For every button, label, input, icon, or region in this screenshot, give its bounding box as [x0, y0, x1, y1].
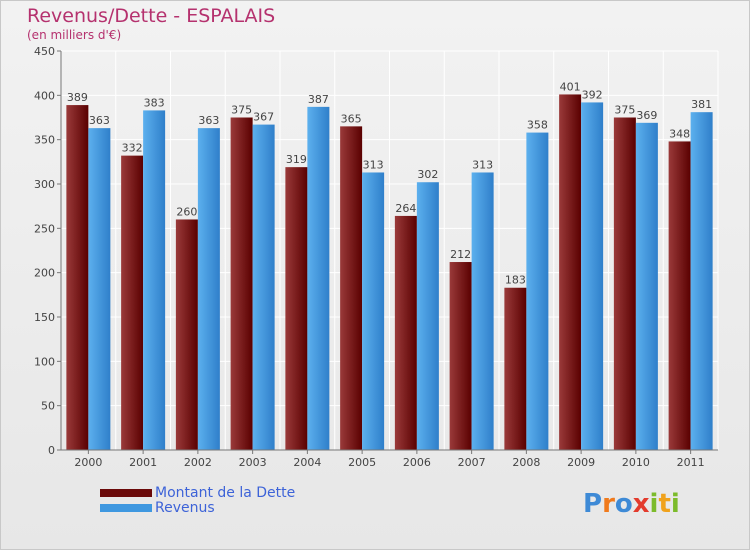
x-tick-label: 2009 [567, 456, 595, 469]
bar-revenus [307, 106, 330, 451]
x-tick-label: 2007 [458, 456, 486, 469]
data-label: 313 [472, 158, 493, 171]
data-label: 332 [122, 142, 143, 155]
bar-dette [613, 117, 636, 450]
axes: 0 50 100 150 200 250 300 350 400 450 2000 2001 2002 2… [34, 45, 718, 469]
bar-revenus [526, 132, 549, 450]
bar-revenus [252, 124, 275, 451]
chart-subtitle: (en milliers d'€) [27, 28, 122, 42]
x-tick-label: 2005 [348, 456, 376, 469]
y-tick-label: 0 [48, 444, 55, 457]
y-tick-label: 450 [34, 45, 55, 58]
logo-letter: x [632, 489, 650, 519]
y-tick-label: 200 [34, 267, 55, 280]
data-label: 383 [144, 96, 165, 109]
data-label: 319 [286, 153, 307, 166]
x-tick-label: 2002 [184, 456, 212, 469]
data-label: 381 [691, 98, 712, 111]
bar-dette [121, 155, 144, 451]
y-tick-label: 400 [34, 89, 55, 102]
bar-revenus [416, 182, 439, 450]
x-tick-label: 2000 [74, 456, 102, 469]
grid [60, 50, 719, 451]
data-label: 389 [67, 91, 88, 104]
x-tick-label: 2004 [293, 456, 321, 469]
y-tick-label: 150 [34, 311, 55, 324]
data-label: 375 [231, 104, 252, 117]
legend-swatch-revenus [100, 504, 152, 512]
bar-revenus [197, 128, 220, 450]
x-tick-label: 2006 [403, 456, 431, 469]
logo-letter: o [614, 489, 633, 519]
data-label: 358 [527, 119, 548, 132]
data-label: 363 [198, 114, 219, 127]
data-label: 183 [505, 274, 526, 287]
bar-revenus [362, 172, 385, 450]
data-label: 369 [636, 109, 657, 122]
bar-dette [394, 215, 417, 450]
y-tick-label: 300 [34, 178, 55, 191]
y-tick-label: 50 [41, 400, 55, 413]
y-tick-label: 250 [34, 222, 55, 235]
data-label: 365 [341, 112, 362, 125]
data-label: 260 [176, 205, 197, 218]
bar-dette [285, 167, 308, 451]
bar-dette [504, 287, 527, 450]
bar-dette [559, 94, 582, 451]
bars [66, 94, 713, 451]
data-label: 387 [308, 93, 329, 106]
bar-dette [340, 126, 363, 450]
logo-letter: P [583, 489, 603, 519]
bar-revenus [581, 102, 604, 450]
x-tick-label: 2008 [512, 456, 540, 469]
chart-title: Revenus/Dette - ESPALAIS [27, 5, 276, 27]
bar-revenus [690, 112, 713, 451]
data-labels: 3893633323832603633753673193873653132643… [67, 80, 712, 286]
data-label: 392 [582, 88, 603, 101]
x-tick-label: 2011 [677, 456, 705, 469]
data-label: 302 [417, 168, 438, 181]
legend-swatch-debt [100, 489, 152, 497]
proxiti-logo: Proxiti [583, 489, 680, 519]
logo-letter: i [649, 489, 659, 519]
bar-dette [668, 141, 691, 450]
logo-letter: r [602, 489, 615, 519]
data-label: 313 [363, 158, 384, 171]
data-label: 264 [395, 202, 416, 215]
bar-dette [449, 262, 472, 450]
logo-letter: t [658, 489, 671, 519]
data-label: 348 [669, 127, 690, 140]
data-label: 212 [450, 248, 471, 261]
x-tick-label: 2003 [239, 456, 267, 469]
legend-label-debt: Montant de la Dette [155, 485, 296, 501]
x-tick-label: 2001 [129, 456, 157, 469]
data-label: 363 [89, 114, 110, 127]
y-tick-label: 350 [34, 134, 55, 147]
x-tick-label: 2010 [622, 456, 650, 469]
bar-revenus [143, 110, 166, 450]
logo-letter: i [670, 489, 680, 519]
y-tick-label: 100 [34, 355, 55, 368]
legend-label-revenus: Revenus [155, 500, 215, 516]
bar-revenus [635, 122, 658, 450]
data-label: 375 [614, 104, 635, 117]
bar-revenus [471, 172, 494, 450]
bar-dette [66, 105, 89, 450]
data-label: 367 [253, 111, 274, 124]
bar-revenus [88, 128, 111, 450]
bar-dette [175, 219, 198, 450]
bar-dette [230, 117, 253, 450]
data-label: 401 [560, 80, 581, 93]
